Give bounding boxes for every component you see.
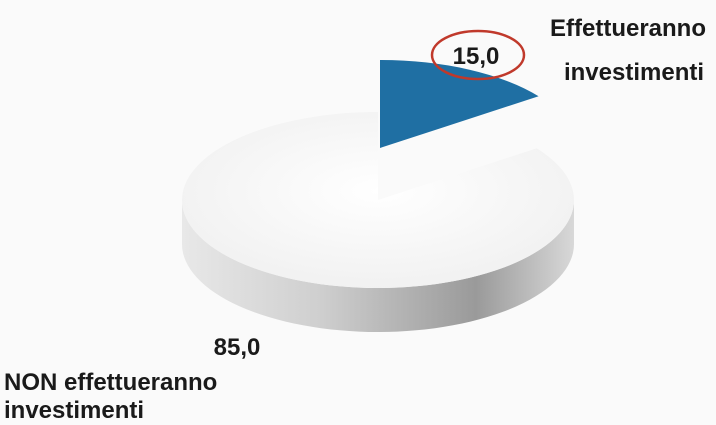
slice-category-label-non-effettueranno-line2: investimenti	[4, 397, 144, 424]
slice-category-label-non-effettueranno-line1: NON effettueranno	[4, 369, 217, 396]
slice-category-label-effettueranno-line1: Effettueranno	[550, 15, 706, 42]
slice-category-label-effettueranno-line2: investimenti	[564, 59, 704, 86]
value-highlight-circle	[430, 29, 526, 81]
pie-slice-effettueranno	[380, 60, 539, 148]
slice-value-label-effettueranno: 15,0	[453, 43, 500, 70]
slice-value-label-non-effettueranno: 85,0	[214, 334, 261, 361]
pie-slice-non-effettueranno	[181, 112, 574, 288]
pie-side-wall	[182, 200, 574, 332]
